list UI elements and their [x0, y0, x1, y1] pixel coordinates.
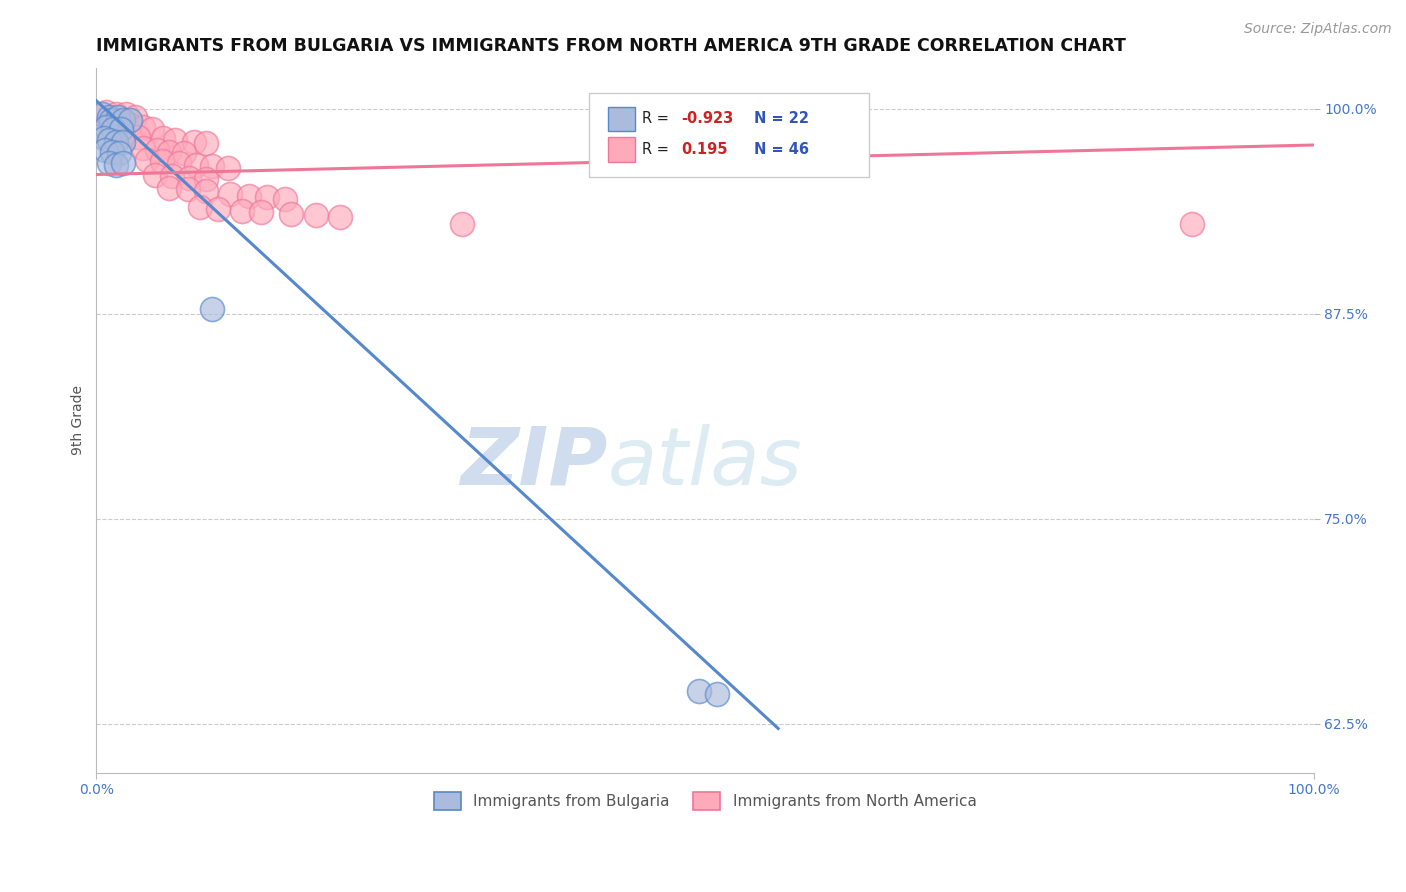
- Text: -0.923: -0.923: [681, 112, 733, 126]
- Point: [104, 158, 127, 172]
- Text: IMMIGRANTS FROM BULGARIA VS IMMIGRANTS FROM NORTH AMERICA 9TH GRADE CORRELATION : IMMIGRANTS FROM BULGARIA VS IMMIGRANTS F…: [97, 37, 1126, 55]
- Point: [107, 110, 129, 124]
- Point: [329, 210, 352, 224]
- Point: [238, 189, 260, 203]
- Point: [120, 113, 142, 128]
- Point: [688, 683, 710, 698]
- Point: [110, 121, 132, 136]
- Text: Source: ZipAtlas.com: Source: ZipAtlas.com: [1244, 22, 1392, 37]
- Point: [219, 187, 242, 202]
- Point: [146, 143, 169, 157]
- Point: [157, 145, 180, 159]
- Point: [274, 192, 297, 206]
- Point: [1181, 217, 1204, 231]
- Text: N = 22: N = 22: [754, 112, 808, 126]
- Point: [304, 209, 326, 223]
- Text: atlas: atlas: [607, 424, 803, 501]
- Point: [256, 190, 278, 204]
- Point: [112, 113, 135, 128]
- Point: [94, 105, 117, 120]
- Point: [104, 107, 127, 121]
- Point: [101, 145, 124, 159]
- FancyBboxPatch shape: [589, 93, 869, 178]
- Point: [201, 301, 224, 316]
- Point: [127, 129, 149, 144]
- Text: ZIP: ZIP: [460, 424, 607, 501]
- Point: [176, 182, 198, 196]
- Text: R =: R =: [641, 112, 669, 126]
- Point: [194, 172, 217, 186]
- Point: [217, 161, 239, 175]
- Point: [186, 158, 208, 172]
- Text: 0.195: 0.195: [681, 142, 727, 156]
- Point: [131, 141, 153, 155]
- Point: [104, 135, 127, 149]
- Point: [706, 687, 728, 701]
- Point: [231, 203, 253, 218]
- Point: [183, 135, 205, 149]
- Point: [103, 121, 125, 136]
- Y-axis label: 9th Grade: 9th Grade: [72, 385, 86, 455]
- Point: [167, 156, 190, 170]
- Point: [112, 156, 135, 170]
- Point: [207, 202, 229, 216]
- Point: [97, 156, 120, 170]
- Point: [150, 154, 173, 169]
- Point: [194, 136, 217, 151]
- Point: [152, 131, 174, 145]
- Bar: [607, 107, 634, 131]
- Point: [108, 146, 131, 161]
- Point: [173, 146, 195, 161]
- Point: [143, 168, 166, 182]
- Point: [280, 207, 302, 221]
- Point: [177, 170, 200, 185]
- Point: [120, 119, 142, 133]
- Point: [165, 133, 187, 147]
- Point: [94, 120, 117, 134]
- Point: [97, 110, 120, 124]
- Point: [114, 107, 136, 121]
- Point: [131, 120, 153, 134]
- Point: [100, 113, 122, 128]
- Point: [249, 205, 271, 219]
- Point: [94, 143, 117, 157]
- Point: [157, 180, 180, 194]
- Point: [112, 128, 135, 143]
- Point: [107, 120, 129, 134]
- Legend: Immigrants from Bulgaria, Immigrants from North America: Immigrants from Bulgaria, Immigrants fro…: [427, 786, 983, 816]
- Text: R =: R =: [641, 142, 669, 156]
- Point: [97, 133, 120, 147]
- Text: N = 46: N = 46: [754, 142, 808, 156]
- Point: [124, 110, 146, 124]
- Point: [91, 107, 114, 121]
- Point: [201, 159, 224, 173]
- Bar: [607, 137, 634, 161]
- Point: [141, 121, 163, 136]
- Point: [97, 119, 120, 133]
- Point: [450, 217, 472, 231]
- Point: [136, 153, 159, 167]
- Point: [112, 135, 135, 149]
- Point: [194, 184, 217, 198]
- Point: [160, 169, 183, 183]
- Point: [93, 131, 115, 145]
- Point: [188, 200, 211, 214]
